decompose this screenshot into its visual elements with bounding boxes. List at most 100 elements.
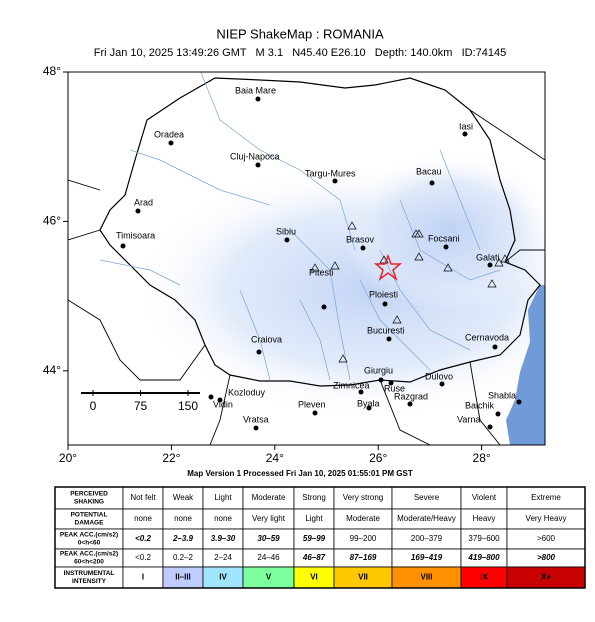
table-cell-text: IV — [219, 573, 227, 582]
table-cell-text: VIII — [420, 573, 432, 582]
borders — [68, 109, 545, 445]
city-label: Razgrad — [394, 391, 428, 401]
table-cell-text: Strong — [302, 493, 326, 502]
table-cell-text: Heavy — [473, 514, 496, 523]
city-dot — [256, 349, 262, 355]
city-label: Varna — [457, 414, 480, 424]
city-label: Bacau — [416, 166, 442, 176]
city-dot — [487, 424, 493, 430]
lat-tick-label: 48° — [43, 64, 61, 78]
lat-tick-label: 46° — [43, 214, 61, 228]
city-dot — [443, 244, 449, 250]
table-cell-text: 99–200 — [350, 534, 377, 543]
city-dot — [135, 208, 141, 214]
table-cell-text: IX — [480, 573, 488, 582]
table-cell-text: Weak — [173, 493, 194, 502]
table-cell-text: >600 — [537, 534, 556, 543]
city-dot — [462, 131, 468, 137]
rivers — [99, 72, 501, 381]
city-label: Targu-Mures — [305, 168, 356, 178]
station-markers — [310, 221, 510, 363]
scale-bar: 0 75 150 — [80, 388, 203, 416]
city-dot — [382, 301, 388, 307]
table-cell-text: Very strong — [343, 493, 383, 502]
table-cell-text: X+ — [541, 573, 551, 582]
city-label: Giurgiu — [364, 365, 393, 375]
city-dot — [255, 96, 261, 102]
table-cell-text: 59–99 — [303, 534, 326, 543]
city-dot — [439, 381, 445, 387]
city-label: Bucuresti — [367, 325, 405, 335]
lon-tick-label: 20° — [59, 451, 77, 465]
table-cell-text: I — [142, 573, 144, 582]
table-cell-text: Light — [214, 493, 232, 502]
row-label: PEAK ACC.(cm/s2) — [60, 532, 118, 539]
lon-tick-label: 22° — [162, 451, 180, 465]
table-cell-text: none — [174, 514, 192, 523]
city-label: Vratsa — [243, 414, 269, 424]
city-dot — [284, 237, 290, 243]
lon-tick-label: 26° — [369, 451, 387, 465]
black-sea — [506, 285, 545, 445]
city-label: Iasi — [459, 121, 473, 131]
city-dot — [388, 380, 394, 386]
city-label: Arad — [134, 197, 153, 207]
city-label: Pitesti — [309, 267, 334, 277]
cities: Baia Mare Oradea Iasi Cluj-Napoca Targu-Mure… — [116, 85, 522, 431]
table-cell-text: <0.2 — [135, 553, 151, 562]
table-cell-text: Moderate — [346, 514, 380, 523]
city-label: Ruse — [384, 383, 405, 393]
table-cell-text: V — [266, 573, 272, 582]
table-cell-text: 2–24 — [214, 553, 232, 562]
table-cell-text: Not felt — [130, 493, 156, 502]
map-ticks: 48° 46° 44° 20° 22° 24° 26° 28° — [43, 64, 491, 465]
table-cell-text: 2–3.9 — [172, 534, 194, 543]
city-dot — [332, 178, 338, 184]
city-label: Vidin — [213, 399, 233, 409]
city-label: Timisoara — [116, 230, 155, 240]
table-cell-text: Violent — [472, 493, 497, 502]
city-dot — [516, 399, 522, 405]
table-border — [54, 486, 586, 589]
row-label: INTENSITY — [72, 578, 107, 585]
city-label: Shabla — [488, 390, 516, 400]
city-dot — [378, 377, 384, 383]
city-label: Balchik — [465, 400, 495, 410]
city-label: Brasov — [346, 234, 375, 244]
scale-label: 150 — [178, 399, 198, 413]
city-label: Galati — [476, 252, 500, 262]
table-cell-text: VII — [358, 573, 368, 582]
epicenter — [373, 253, 403, 282]
city-dot — [386, 336, 392, 342]
table-cell-text: Very Heavy — [526, 514, 567, 523]
city-dot — [495, 411, 501, 417]
row-label: POTENTIAL — [71, 512, 108, 519]
table-cell-text: II–III — [175, 573, 191, 582]
table-cell-text: 169–419 — [411, 553, 443, 562]
row-label: PEAK ACC.(cm/s2) — [60, 551, 118, 558]
map-area: Baia Mare Oradea Iasi Cluj-Napoca Targu-Mure… — [68, 72, 545, 445]
city-dot — [358, 389, 364, 395]
city-label: Kozloduy — [228, 387, 266, 397]
city-dot — [429, 180, 435, 186]
table-cell-text: 87–169 — [350, 553, 377, 562]
table-cell-text: Moderate/Heavy — [397, 514, 456, 523]
city-dot — [487, 262, 493, 268]
city-label: Zimnicea — [333, 380, 370, 390]
title: NIEP ShakeMap : ROMANIA — [216, 26, 384, 41]
city-label: Ploiesti — [369, 289, 398, 299]
lon-tick-label: 24° — [266, 451, 284, 465]
city-dot — [360, 245, 366, 251]
city-label: Pleven — [298, 399, 326, 409]
city-label: Cernavoda — [465, 332, 509, 342]
city-dot — [120, 243, 126, 249]
city-dot — [321, 304, 327, 310]
row-label: INSTRUMENTAL — [64, 570, 115, 577]
lon-tick-label: 28° — [473, 451, 491, 465]
row-label: DAMAGE — [75, 520, 105, 527]
table-cell-text: 46–87 — [302, 553, 326, 562]
table-cell-text: none — [134, 514, 152, 523]
table-cell-text: 3.9–30 — [211, 534, 236, 543]
city-label: Baia Mare — [235, 85, 276, 95]
